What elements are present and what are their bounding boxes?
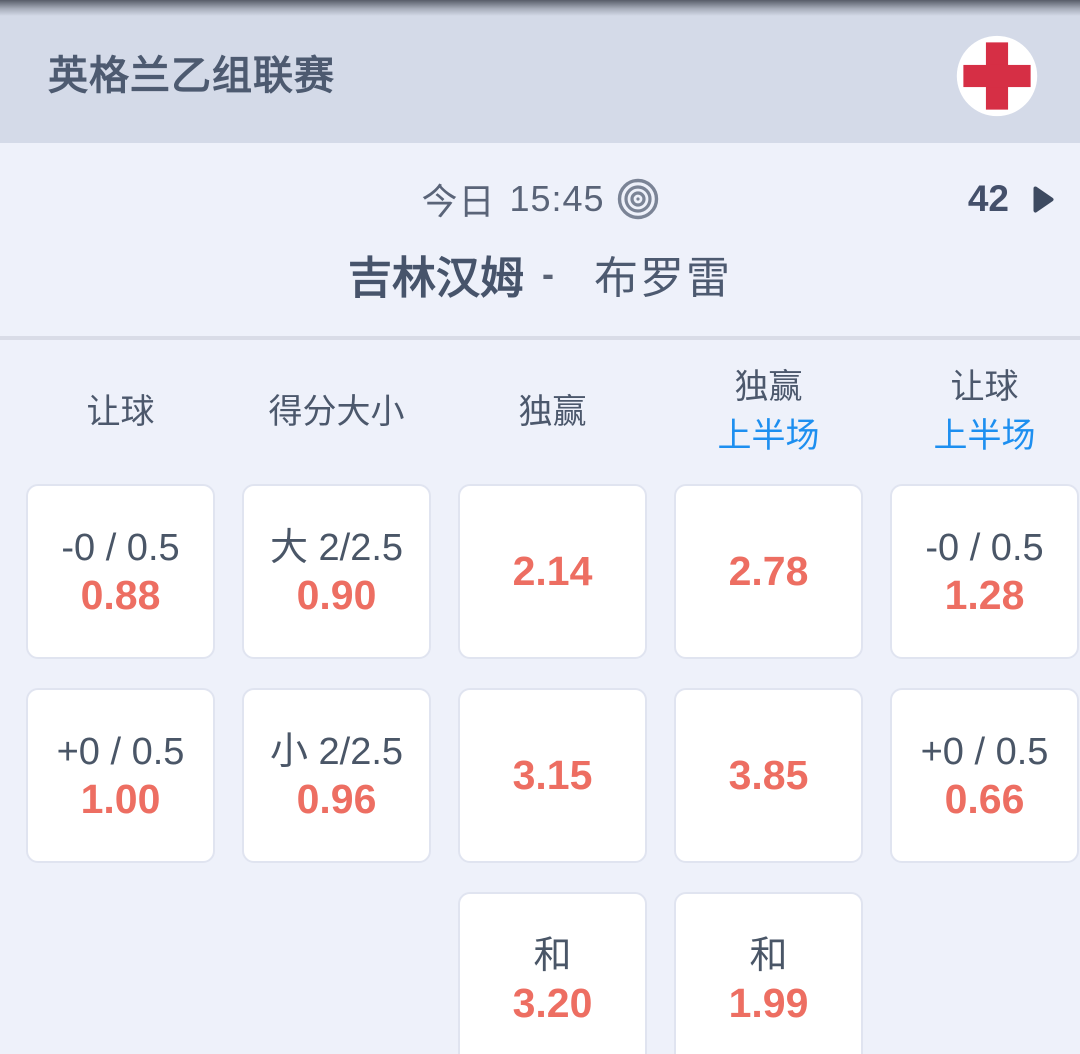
draw-label: 和: [749, 934, 788, 977]
column-header-sub: 上半场: [717, 417, 820, 455]
match-time: 15:45: [509, 178, 605, 219]
odds-cell-moneyline-home[interactable]: 2.14: [458, 484, 647, 659]
odds-cell-over[interactable]: 大 2/2.5 0.90: [242, 484, 431, 659]
odds-value: 3.85: [728, 752, 809, 798]
column-header-handicap-first-half: 让球 上半场: [890, 363, 1079, 461]
odds-cell-handicap-away[interactable]: +0 / 0.5 1.00: [26, 688, 215, 863]
column-header-moneyline: 独赢: [458, 388, 647, 437]
column-header-handicap: 让球: [26, 388, 215, 437]
away-team-name: 布罗雷: [594, 254, 732, 303]
top-shadow: [0, 0, 1080, 16]
column-header-sub: 上半场: [933, 417, 1036, 455]
odds-value: 2.14: [512, 548, 593, 594]
league-header: 英格兰乙组联赛: [0, 0, 1080, 143]
handicap-line: -0 / 0.5: [925, 526, 1044, 569]
odds-cell-moneyline-fh-away[interactable]: 3.85: [674, 688, 863, 863]
handicap-line: 小 2/2.5: [269, 730, 404, 773]
odds-value: 0.90: [296, 571, 377, 618]
vs-separator: -: [542, 253, 554, 294]
match-title: 吉林汉姆 - 布罗雷: [0, 241, 1080, 307]
column-header-label: 得分大小: [268, 392, 405, 431]
column-header-label: 独赢: [734, 368, 803, 406]
odds-value: 2.78: [728, 548, 809, 594]
column-header-moneyline-first-half: 独赢 上半场: [674, 363, 863, 461]
odds-grid: -0 / 0.5 0.88 大 2/2.5 0.90 2.14 2.78 -0 …: [0, 484, 1080, 1054]
column-header-label: 让球: [86, 392, 155, 431]
home-team-name: 吉林汉姆: [348, 254, 524, 303]
handicap-line: +0 / 0.5: [56, 730, 185, 773]
column-header-label: 让球: [950, 368, 1019, 406]
odds-cell-moneyline-draw[interactable]: 和 3.20: [458, 892, 647, 1054]
odds-cell-moneyline-fh-home[interactable]: 2.78: [674, 484, 863, 659]
market-headers-row: 让球 得分大小 独赢 独赢 上半场 让球 上半场: [0, 340, 1080, 484]
league-title: 英格兰乙组联赛: [48, 53, 335, 98]
draw-label: 和: [533, 934, 572, 977]
odds-value: 0.88: [80, 571, 161, 618]
match-time-row: 今日 15:45 42: [0, 143, 1080, 229]
odds-value: 3.20: [512, 979, 593, 1026]
odds-value: 3.15: [512, 752, 593, 798]
odds-cell-handicap-fh-home[interactable]: -0 / 0.5 1.28: [890, 484, 1079, 659]
odds-value: 1.28: [944, 571, 1025, 618]
odds-value: 0.66: [944, 775, 1025, 822]
england-flag-icon: [956, 35, 1038, 117]
handicap-line: 大 2/2.5: [269, 526, 404, 569]
handicap-line: +0 / 0.5: [920, 730, 1049, 773]
column-header-over-under: 得分大小: [242, 388, 431, 437]
handicap-line: -0 / 0.5: [61, 526, 180, 569]
odds-value: 1.99: [728, 979, 809, 1026]
odds-cell-under[interactable]: 小 2/2.5 0.96: [242, 688, 431, 863]
markets-count-link[interactable]: 42: [968, 169, 1054, 229]
odds-cell-moneyline-fh-draw[interactable]: 和 1.99: [674, 892, 863, 1054]
match-info-section: 今日 15:45 42 吉林汉姆 - 布罗雷: [0, 143, 1080, 340]
odds-value: 1.00: [80, 775, 161, 822]
odds-value: 0.96: [296, 775, 377, 822]
chevron-right-icon: [1033, 186, 1054, 212]
match-date: 今日: [421, 181, 496, 222]
odds-cell-handicap-fh-away[interactable]: +0 / 0.5 0.66: [890, 688, 1079, 863]
odds-cell-moneyline-away[interactable]: 3.15: [458, 688, 647, 863]
odds-cell-handicap-home[interactable]: -0 / 0.5 0.88: [26, 484, 215, 659]
column-header-label: 独赢: [518, 392, 587, 431]
markets-count: 42: [967, 178, 1009, 219]
bullseye-icon: [617, 178, 658, 220]
